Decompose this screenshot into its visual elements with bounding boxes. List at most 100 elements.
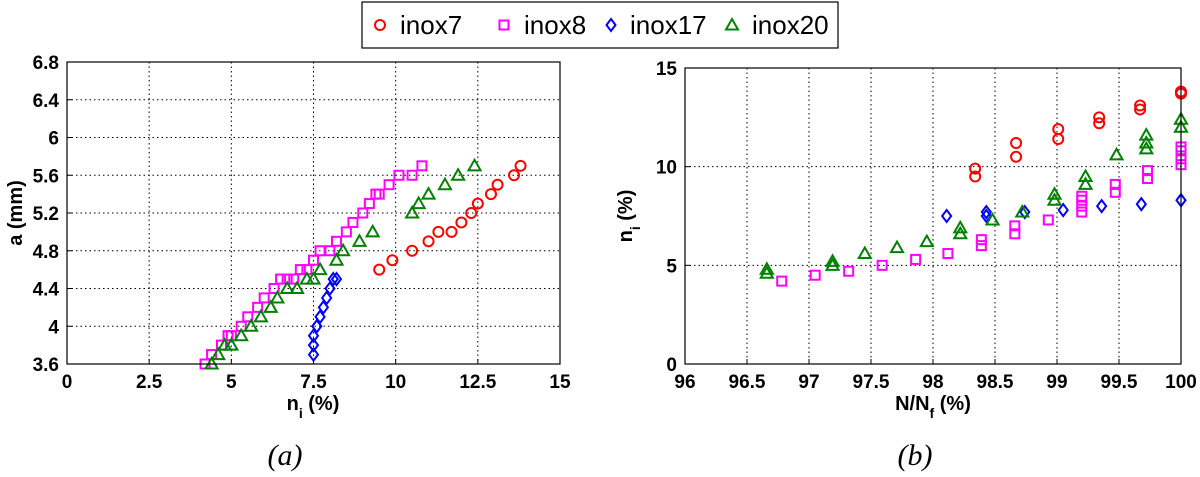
- b-point-inox8: [809, 269, 821, 281]
- b-point-inox20: [919, 233, 935, 248]
- a-point-inox20: [289, 280, 305, 294]
- a-point-inox8: [242, 311, 254, 323]
- b-point-inox8: [1142, 165, 1154, 177]
- b-point-inox17: [1095, 198, 1108, 214]
- b-point-inox8: [1076, 190, 1088, 202]
- a-point-inox20: [233, 327, 249, 342]
- b-point-inox8: [975, 240, 987, 252]
- b-point-inox8: [1076, 200, 1088, 212]
- b-xtick-label: 98: [922, 372, 943, 393]
- b-point-inox20: [824, 257, 841, 271]
- a-point-inox7: [507, 169, 520, 182]
- legend-label-inox7: inox7: [400, 10, 462, 40]
- b-point-inox20: [1138, 134, 1155, 149]
- a-point-inox8: [406, 169, 418, 181]
- a-xtick-label: 15: [549, 372, 571, 393]
- a-xtick-label: 7.5: [300, 372, 327, 393]
- b-point-inox8: [942, 247, 954, 259]
- b-point-inox8: [1042, 214, 1054, 226]
- a-point-inox8: [363, 198, 375, 210]
- b-point-inox8: [843, 265, 855, 277]
- b-point-inox20: [1138, 127, 1155, 141]
- a-point-inox7: [455, 216, 468, 229]
- a-point-inox20: [351, 233, 368, 247]
- a-point-inox17: [307, 328, 320, 344]
- a-point-inox7: [422, 235, 435, 248]
- legend-box: [361, 1, 839, 49]
- panel-b: 96 96.5 97 97.5 98 98.5 99 99.5 100 0 5 10 15 N/Nf (…: [615, 59, 1197, 472]
- b-point-inox17: [1057, 202, 1069, 218]
- legend-marker-inox8: [498, 19, 510, 31]
- b-point-inox20: [1077, 176, 1094, 190]
- a-point-inox20: [253, 308, 269, 323]
- a-ytick-label: 4: [48, 317, 59, 338]
- b-point-inox8: [910, 253, 922, 265]
- a-point-inox20: [203, 355, 220, 370]
- a-point-inox8: [288, 273, 300, 285]
- a-ytick-label: 3.6: [33, 355, 59, 376]
- a-ytick-label: 6: [48, 129, 59, 150]
- b-xtick-label: 96: [674, 372, 695, 393]
- y-axis-label-b: ni (%): [615, 190, 643, 243]
- b-point-inox8: [1076, 206, 1088, 218]
- b-point-inox20: [1108, 146, 1125, 161]
- a-point-inox7: [465, 207, 478, 219]
- b-xtick-label: 100: [1165, 372, 1197, 393]
- legend-marker-inox20: [724, 16, 740, 31]
- a-point-inox8: [393, 169, 405, 181]
- a-point-inox8: [373, 188, 385, 200]
- legend-label-inox8: inox8: [524, 10, 586, 40]
- a-point-inox8: [268, 283, 280, 294]
- legend-marker-inox7: [374, 19, 386, 31]
- a-point-inox8: [258, 292, 270, 304]
- b-xtick-label: 98.5: [977, 372, 1014, 393]
- a-point-inox20: [305, 271, 322, 285]
- b-point-inox20: [857, 245, 873, 259]
- a-point-inox8: [331, 235, 343, 247]
- a-point-inox20: [312, 261, 328, 276]
- b-point-inox20: [1014, 204, 1031, 218]
- b-point-inox20: [759, 261, 775, 275]
- b-point-inox20: [824, 253, 841, 267]
- a-point-inox17: [311, 318, 323, 334]
- a-xtick-label: 0: [62, 372, 73, 393]
- b-point-inox17: [1135, 196, 1148, 212]
- a-point-inox20: [279, 280, 295, 294]
- a-point-inox8: [275, 273, 287, 285]
- b-ytick-label: 10: [656, 158, 677, 179]
- b-point-inox17: [980, 204, 993, 220]
- a-point-inox7: [386, 254, 399, 267]
- b-point-inox20: [1046, 186, 1063, 200]
- b-point-inox8: [876, 259, 888, 271]
- b-ytick-label: 15: [656, 59, 678, 80]
- a-point-inox7: [514, 159, 527, 172]
- a-point-inox20: [466, 157, 483, 172]
- b-point-inox8: [1009, 220, 1021, 232]
- b-point-inox20: [952, 219, 969, 234]
- caption-b: (b): [898, 439, 933, 472]
- a-point-inox20: [263, 299, 279, 313]
- a-point-inox17: [317, 299, 330, 316]
- b-point-inox17: [940, 208, 953, 224]
- legend-marker-inox17: [605, 17, 617, 33]
- a-point-inox17: [320, 290, 333, 306]
- a-point-inox8: [252, 301, 264, 313]
- b-point-inox7: [1093, 111, 1106, 124]
- b-point-inox7: [969, 170, 982, 183]
- a-point-inox8: [370, 188, 382, 200]
- a-point-inox8: [347, 216, 359, 228]
- legend: inox7 inox8 inox17 inox20: [361, 1, 839, 49]
- a-point-inox7: [491, 178, 504, 191]
- b-xtick-label: 99.5: [1101, 372, 1138, 393]
- a-ytick-label: 5.2: [33, 204, 59, 225]
- legend-label-inox20: inox20: [752, 10, 829, 40]
- b-point-inox8: [1109, 178, 1121, 190]
- b-xtick-label: 97: [798, 372, 819, 393]
- b-point-inox20: [1077, 168, 1094, 183]
- a-point-inox20: [364, 223, 381, 238]
- a-point-inox17: [330, 271, 343, 287]
- b-point-inox8: [1142, 173, 1154, 185]
- a-point-inox17: [307, 337, 320, 353]
- a-point-inox20: [437, 176, 453, 191]
- a-point-inox8: [357, 207, 369, 219]
